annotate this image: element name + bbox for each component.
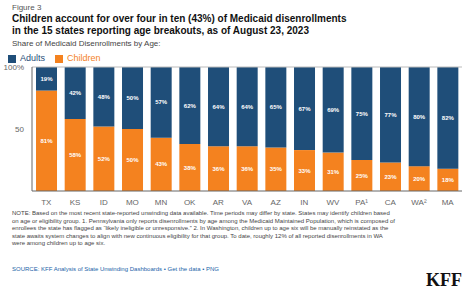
svg-text:42%: 42% (69, 90, 82, 96)
svg-text:VA: VA (242, 198, 253, 207)
svg-text:PA¹: PA¹ (355, 198, 368, 207)
svg-text:CA: CA (385, 198, 397, 207)
svg-text:MA: MA (442, 198, 455, 207)
svg-text:OK: OK (184, 198, 196, 207)
html-text:NOTE: Based on the most recent: NOTE: Based on the most recent state-rep… (12, 210, 395, 246)
svg-text:19%: 19% (41, 76, 54, 82)
svg-text:20%: 20% (413, 176, 426, 182)
svg-text:80%: 80% (413, 114, 426, 120)
svg-text:50%: 50% (127, 157, 140, 163)
svg-text:AR: AR (213, 198, 224, 207)
svg-text:MO: MO (126, 198, 139, 207)
html-text:Adults: Adults (20, 53, 45, 63)
html-text:KFF: KFF (426, 270, 462, 290)
svg-text:64%: 64% (213, 104, 226, 110)
svg-text:77%: 77% (385, 112, 398, 118)
svg-text:82%: 82% (442, 115, 455, 121)
svg-text:KS: KS (70, 198, 81, 207)
svg-text:MN: MN (155, 198, 168, 207)
svg-text:25%: 25% (356, 173, 369, 179)
html-text:SOURCE: KFF Analysis of State: SOURCE: KFF Analysis of State Unwinding … (12, 266, 219, 272)
svg-text:35%: 35% (270, 166, 283, 172)
svg-text:67%: 67% (299, 106, 312, 112)
svg-text:64%: 64% (241, 104, 254, 110)
svg-text:50%: 50% (127, 95, 140, 101)
html-text:Children: Children (67, 53, 101, 63)
svg-text:57%: 57% (155, 99, 168, 105)
html-text:Figure 3: Figure 3 (12, 3, 42, 12)
svg-text:38%: 38% (184, 165, 197, 171)
svg-text:43%: 43% (155, 161, 168, 167)
svg-text:TX: TX (41, 198, 52, 207)
svg-text:ID: ID (100, 198, 108, 207)
svg-text:75%: 75% (356, 111, 369, 117)
svg-text:52%: 52% (98, 156, 111, 162)
svg-text:WA²: WA² (411, 198, 427, 207)
svg-text:81%: 81% (41, 138, 54, 144)
svg-text:36%: 36% (213, 166, 226, 172)
svg-text:65%: 65% (270, 104, 283, 110)
svg-text:50: 50 (15, 125, 24, 134)
html-text:Share of Medicaid Disenrollmen: Share of Medicaid Disenrollments by Age: (12, 39, 161, 48)
svg-text:33%: 33% (299, 168, 312, 174)
svg-text:WV: WV (327, 198, 341, 207)
svg-text:23%: 23% (385, 174, 398, 180)
html-text:Children account for over four: Children account for over four in ten (4… (12, 13, 347, 36)
svg-text:AZ: AZ (271, 198, 281, 207)
svg-text:62%: 62% (184, 103, 197, 109)
svg-text:48%: 48% (98, 94, 111, 100)
svg-text:69%: 69% (327, 107, 340, 113)
svg-text:18%: 18% (442, 177, 455, 183)
svg-text:31%: 31% (327, 169, 340, 175)
svg-text:58%: 58% (69, 152, 82, 158)
svg-text:100%: 100% (8, 63, 24, 72)
svg-text:IN: IN (300, 198, 308, 207)
svg-text:36%: 36% (241, 166, 254, 172)
